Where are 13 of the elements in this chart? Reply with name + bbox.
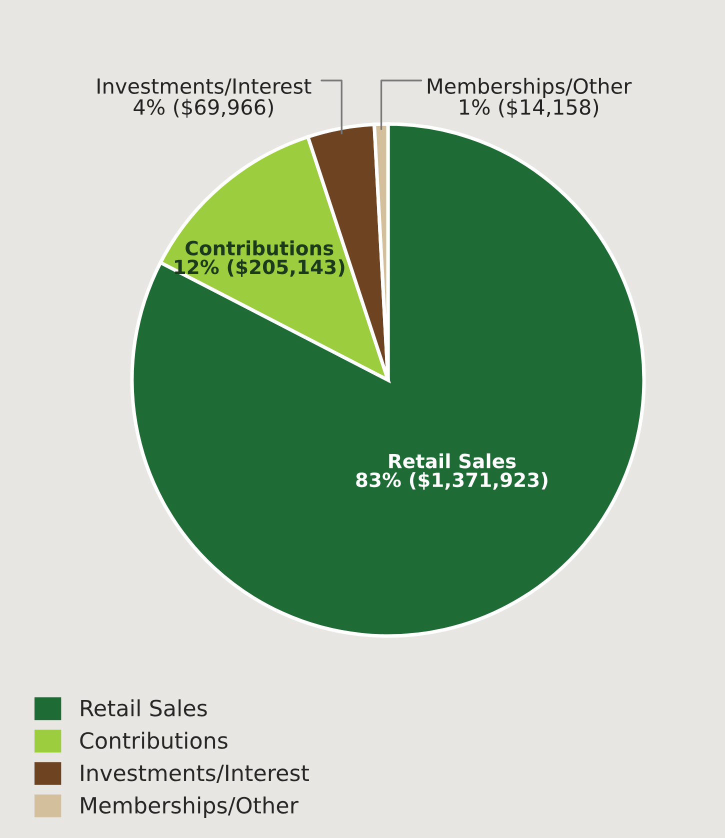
legend-label: Retail Sales bbox=[81, 699, 207, 716]
legend-label: Contributions bbox=[80, 732, 228, 749]
data-label: 4% ($69,966) bbox=[134, 98, 273, 118]
slice-label: Investments/Interest bbox=[98, 78, 312, 96]
legend-label: Investments/Interest bbox=[81, 764, 309, 784]
pie-slice bbox=[130, 122, 646, 638]
slice-label: Memberships/Other bbox=[428, 78, 632, 98]
legend-label: Memberships/Other bbox=[81, 796, 298, 818]
slice-label: Contributions bbox=[186, 240, 334, 256]
data-label: 83% ($1,371,923) bbox=[356, 472, 548, 490]
data-label: 12% ($205,143) bbox=[175, 259, 344, 277]
slice-label: Retail Sales bbox=[389, 453, 516, 468]
data-label: 1% ($14,158) bbox=[460, 98, 598, 118]
